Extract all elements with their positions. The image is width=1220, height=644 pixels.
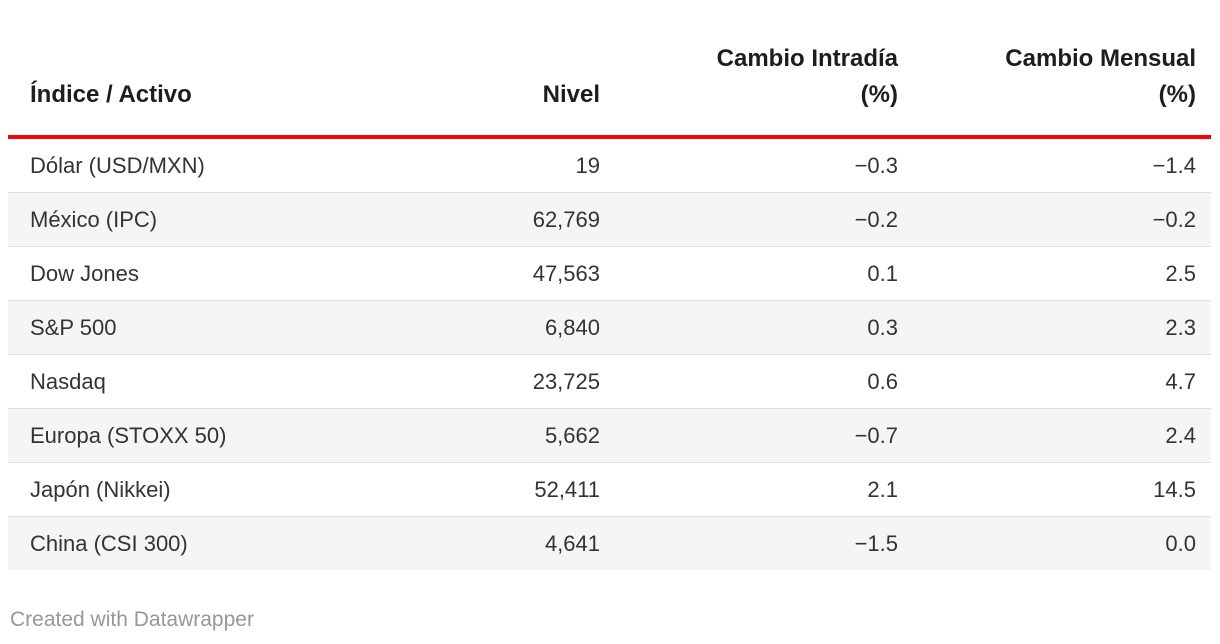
- row-label-cell: México (IPC): [8, 192, 368, 247]
- column-header-nivel: Nivel: [368, 41, 615, 139]
- value-cell: 2.5: [913, 246, 1211, 301]
- value-cell: 0.0: [1165, 531, 1196, 556]
- table-row: Europa (STOXX 50) 5,662 −0.7 2.4: [8, 408, 1211, 463]
- header-row: Índice / Activo Nivel Cambio Intradía (%…: [8, 41, 1211, 139]
- value-cell: 47,563: [368, 246, 615, 301]
- table-row: Dólar (USD/MXN) 19 −0.3 −1.4: [8, 137, 1211, 193]
- row-label-cell: Japón (Nikkei): [8, 462, 368, 517]
- value-cell: 19: [368, 137, 615, 193]
- value-cell: 6,840: [368, 300, 615, 355]
- value-cell: −1.4: [913, 137, 1211, 193]
- value-cell: 0.3: [615, 300, 913, 355]
- value-cell: 5,662: [368, 408, 615, 463]
- column-header-cambio-intradia: Cambio Intradía (%): [615, 41, 913, 139]
- datawrapper-credit-link[interactable]: Created with Datawrapper: [10, 608, 254, 631]
- value-cell: 4.7: [913, 354, 1211, 409]
- value-cell: −0.3: [615, 137, 913, 193]
- table-body: Dólar (USD/MXN) 19 −0.3 −1.4 México (IPC) 62,…: [8, 137, 1211, 570]
- column-header-indice-activo: Índice / Activo: [8, 41, 368, 139]
- value-cell: 0.6: [615, 354, 913, 409]
- value-cell: 2.1: [615, 462, 913, 517]
- value-cell: 4,641: [544, 531, 600, 556]
- value-cell: −0.7: [615, 408, 913, 463]
- row-label-cell: China (CSI 300): [30, 531, 188, 556]
- table-row: China (CSI 300) 4,641 −1.5 0.0: [8, 516, 1211, 570]
- table-row: Japón (Nikkei) 52,411 2.1 14.5: [8, 462, 1211, 517]
- value-cell: 62,769: [368, 192, 615, 247]
- column-header-cambio-mensual: Cambio Mensual (%): [913, 41, 1211, 139]
- value-cell: −0.2: [913, 192, 1211, 247]
- row-label-cell: S&P 500: [8, 300, 368, 355]
- value-cell: −0.2: [615, 192, 913, 247]
- table-header: Índice / Activo Nivel Cambio Intradía (%…: [8, 41, 1211, 139]
- value-cell: 14.5: [913, 462, 1211, 517]
- column-header-label: Cambio Intradía (%): [716, 45, 898, 108]
- value-cell: 52,411: [368, 462, 615, 517]
- row-label-cell: Dow Jones: [8, 246, 368, 301]
- row-label-cell: Europa (STOXX 50): [8, 408, 368, 463]
- table-row: S&P 500 6,840 0.3 2.3: [8, 300, 1211, 355]
- market-table: Índice / Activo Nivel Cambio Intradía (%…: [8, 41, 1211, 570]
- row-label-cell: Nasdaq: [8, 354, 368, 409]
- value-cell: −1.5: [854, 531, 898, 556]
- table-row: Nasdaq 23,725 0.6 4.7: [8, 354, 1211, 409]
- datawrapper-table-chart: Índice / Activo Nivel Cambio Intradía (%…: [0, 41, 1220, 644]
- row-label-cell: Dólar (USD/MXN): [8, 137, 368, 193]
- table-row: Dow Jones 47,563 0.1 2.5: [8, 246, 1211, 301]
- value-cell: 2.3: [913, 300, 1211, 355]
- value-cell: 0.1: [615, 246, 913, 301]
- value-cell: 23,725: [368, 354, 615, 409]
- table-row: México (IPC) 62,769 −0.2 −0.2: [8, 192, 1211, 247]
- column-header-label: Cambio Mensual (%): [1005, 45, 1196, 108]
- value-cell: 2.4: [913, 408, 1211, 463]
